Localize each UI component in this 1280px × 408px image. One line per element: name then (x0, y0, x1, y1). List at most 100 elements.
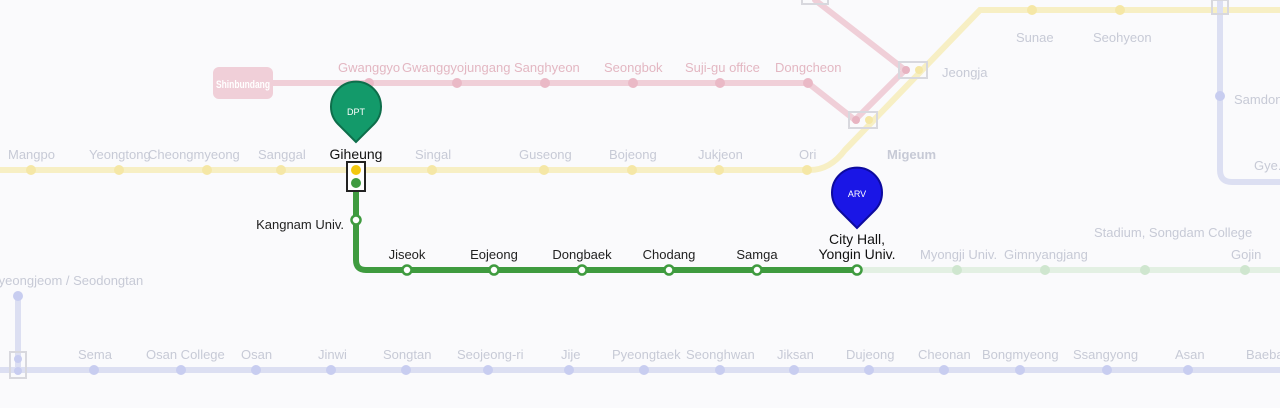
station-dot (13, 291, 23, 301)
station-label: Cheongmyeong (148, 147, 240, 162)
station-label: Bojeong (609, 147, 657, 162)
shinbundang-badge: Shinbundang (213, 67, 273, 99)
route-stop-dot[interactable] (350, 214, 362, 226)
station-dot (1115, 5, 1125, 15)
station-dot (452, 78, 462, 88)
station-label: Dongcheon (775, 60, 842, 75)
station-dot (714, 165, 724, 175)
station-label: Seojeong-ri (457, 347, 524, 362)
transfer-dot-yellow (351, 165, 361, 175)
station-label: Singal (415, 147, 451, 162)
station-dot (401, 365, 411, 375)
station-label: Jinwi (318, 347, 347, 362)
arrival-marker-label: ARV (848, 189, 866, 199)
arrival-station-label-line2: Yongin Univ. (818, 246, 895, 262)
station-dot (715, 365, 725, 375)
active-route (346, 161, 863, 276)
station-label: Mangpo (8, 147, 55, 162)
station-label: Myongji Univ. (920, 247, 997, 262)
station-dot (864, 365, 874, 375)
route-line (353, 187, 861, 273)
station-dot (803, 78, 813, 88)
route-stop-label: Eojeong (470, 247, 518, 262)
route-stop-dot[interactable] (851, 264, 863, 276)
transfer-dot (915, 66, 923, 74)
arrival-pin-icon (831, 166, 883, 230)
route-stop-dot[interactable] (751, 264, 763, 276)
route-stop-dot[interactable] (663, 264, 675, 276)
station-label: Seonghwan (686, 347, 755, 362)
station-label: Samdong (1234, 92, 1280, 107)
transfer-box (848, 111, 878, 129)
transfer-box (9, 351, 27, 379)
station-label: Jeongja (942, 65, 988, 80)
arrival-station-label-line1: City Hall, (829, 231, 885, 247)
station-dot (1102, 365, 1112, 375)
station-label: Jije (561, 347, 581, 362)
station-dot (276, 165, 286, 175)
station-dot (564, 365, 574, 375)
station-dot (326, 365, 336, 375)
faint-station-dots (9, 0, 1250, 379)
station-label: Bongmyeong (982, 347, 1059, 362)
route-stop-label: Jiseok (389, 247, 426, 262)
right-blue-line (1217, 0, 1280, 185)
station-label: Stadium, Songdam College (1094, 225, 1252, 240)
transfer-dot-green (351, 178, 361, 188)
station-label: Gye... (1254, 158, 1280, 173)
station-label: Sanggal (258, 147, 306, 162)
transfer-box (898, 61, 928, 79)
departure-marker-label: DPT (347, 107, 366, 117)
faint-station-labels: Gwanggyo Gwanggyojungang Sanghyeon Seong… (0, 30, 1280, 362)
station-label: Cheonan (918, 347, 971, 362)
route-stop-dot[interactable] (488, 264, 500, 276)
station-label: Jiksan (777, 347, 814, 362)
station-dot (89, 365, 99, 375)
station-dot (1015, 365, 1025, 375)
station-dot (1140, 265, 1150, 275)
station-label: Guseong (519, 147, 572, 162)
station-dot (176, 365, 186, 375)
station-dot (1027, 5, 1037, 15)
shinbundang-line (229, 80, 858, 123)
station-label: Dujeong (846, 347, 894, 362)
transfer-dot (902, 66, 910, 74)
station-dot (628, 78, 638, 88)
station-dot (540, 78, 550, 88)
station-label: Seongbok (604, 60, 663, 75)
station-dot (1183, 365, 1193, 375)
station-label: Yeongtong (89, 147, 151, 162)
transfer-box (801, 0, 829, 5)
station-label: Suji-gu office (685, 60, 760, 75)
station-label: Gwanggyojungang (402, 60, 510, 75)
arrival-marker[interactable]: ARV (831, 166, 883, 230)
station-label: Sanghyeon (514, 60, 580, 75)
route-stop-dot[interactable] (401, 264, 413, 276)
station-dot (1240, 265, 1250, 275)
route-stop-label: Chodang (643, 247, 696, 262)
station-dot (427, 165, 437, 175)
station-dot (26, 165, 36, 175)
station-label: Jukjeon (698, 147, 743, 162)
transfer-dot (865, 116, 873, 124)
station-dot (202, 165, 212, 175)
station-dot (114, 165, 124, 175)
route-stop-label: Samga (736, 247, 778, 262)
shinbundang-badge-label: Shinbundang (216, 79, 270, 91)
station-dot (715, 78, 725, 88)
station-label: Migeum (887, 147, 936, 162)
station-label: Sunae (1016, 30, 1054, 45)
route-stop-label: Dongbaek (552, 247, 612, 262)
transfer-box (1211, 0, 1229, 15)
yellow-line (0, 7, 1280, 173)
station-label: Osan College (146, 347, 225, 362)
station-label: Gwanggyo (338, 60, 400, 75)
station-dot (802, 165, 812, 175)
route-stop-dot[interactable] (576, 264, 588, 276)
departure-marker[interactable]: DPT (330, 80, 382, 144)
station-label: Ssangyong (1073, 347, 1138, 362)
transfer-dot (14, 355, 22, 363)
station-dot (251, 365, 261, 375)
departure-pin-icon (330, 80, 382, 144)
